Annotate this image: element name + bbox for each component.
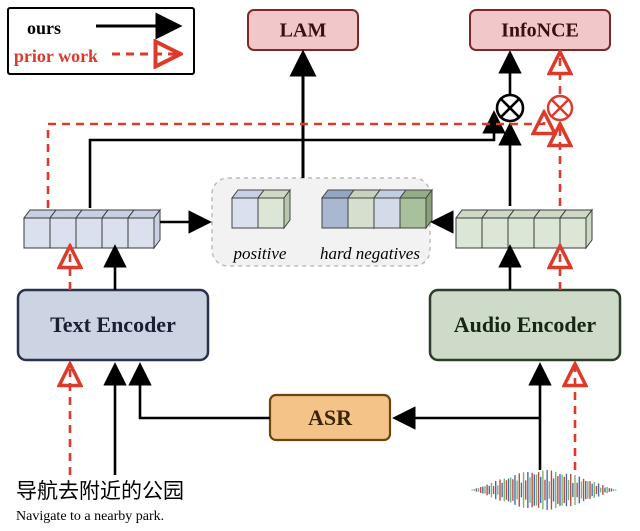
audio-encoder-box: Audio Encoder [430,290,620,360]
diagram-canvas: ours prior work LAM InfoNCE positive har… [0,0,640,531]
positive-label: positive [233,244,287,263]
legend: ours prior work [8,8,194,74]
cube-positive [232,190,290,228]
legend-ours-label: ours [27,18,61,38]
input-text-zh: 导航去附近的公园 [16,479,184,503]
product-black [497,95,523,121]
waveform-icon [470,470,618,510]
asr-box: ASR [270,395,390,440]
input-text-en: Navigate to a nearby park. [16,509,164,524]
legend-prior-label: prior work [14,46,98,66]
audio-tokens [456,210,592,248]
cube-hardneg-1 [322,190,380,228]
text-encoder-box: Text Encoder [18,290,208,360]
lam-box: LAM [248,10,358,50]
product-red [548,96,572,120]
text-tokens [24,210,160,248]
hard-negatives-label: hard negatives [320,244,420,263]
cube-hardneg-2 [374,190,432,228]
infonce-box: InfoNCE [470,10,610,50]
text-encoder-label: Text Encoder [50,312,176,337]
infonce-label: InfoNCE [501,20,579,42]
audio-encoder-label: Audio Encoder [454,312,597,337]
lam-label: LAM [280,20,327,42]
asr-label: ASR [308,405,353,430]
